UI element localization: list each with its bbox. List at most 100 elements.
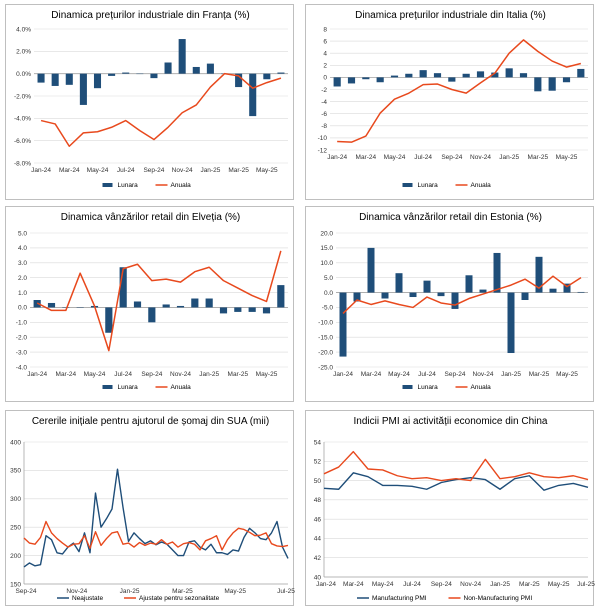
legend-swatch: [402, 385, 413, 389]
bar: [219, 307, 228, 314]
bar: [347, 77, 356, 84]
bar: [493, 252, 501, 293]
x-tick-label: Jul-25: [277, 588, 295, 595]
y-tick-label: 10.0: [320, 260, 333, 267]
bar: [395, 273, 403, 293]
x-tick-label: Mar-25: [228, 167, 249, 174]
legend-label: Manufacturing PMI: [372, 595, 427, 602]
x-tick-label: Mar-24: [59, 167, 80, 174]
bar: [491, 72, 499, 78]
x-tick-label: Jan-24: [27, 371, 47, 378]
bar: [451, 292, 459, 309]
bar: [367, 247, 375, 293]
chart-panel-estonia: Dinamica vânzărilor retail din Estonia (…: [305, 206, 594, 402]
x-tick-label: Mar-24: [56, 371, 77, 378]
y-tick-label: -25.0: [318, 364, 333, 371]
y-tick-label: -2.0%: [14, 93, 31, 100]
y-tick-label: -15.0: [318, 335, 333, 342]
y-tick-label: 2.0: [18, 275, 27, 282]
bar: [47, 302, 56, 308]
bar: [339, 292, 347, 357]
y-tick-label: 3.0: [18, 260, 27, 267]
bar: [262, 307, 271, 314]
chart-us-claims: Cererile inițiale pentru ajutorul de șom…: [10, 416, 295, 602]
y-tick-label: 2.0%: [16, 49, 31, 56]
x-tick-label: Mar-24: [343, 581, 364, 588]
bar: [549, 288, 557, 293]
series-line: [323, 450, 589, 482]
y-tick-label: 4: [323, 51, 327, 58]
bar: [277, 72, 285, 74]
y-tick-label: 2: [323, 63, 327, 70]
x-tick-label: May-24: [84, 371, 106, 378]
y-tick-label: 20.0: [320, 230, 333, 237]
chart-title: Indicii PMI ai activității economice din…: [354, 416, 548, 427]
bar: [51, 73, 59, 86]
x-tick-label: Jan-24: [316, 581, 336, 588]
bar: [162, 304, 170, 308]
x-tick-label: Jan-24: [31, 167, 51, 174]
y-tick-label: -4.0%: [14, 116, 31, 123]
bar: [476, 71, 485, 78]
bar: [65, 73, 73, 85]
bar: [577, 291, 585, 293]
y-tick-label: -3.0: [16, 349, 28, 356]
chart-estonia: Dinamica vânzărilor retail din Estonia (…: [318, 212, 588, 391]
y-tick-label: -6.0%: [14, 138, 31, 145]
bar: [423, 280, 431, 293]
x-tick-label: May-24: [384, 154, 406, 161]
bar: [277, 285, 285, 308]
y-tick-label: -8: [321, 123, 327, 130]
y-tick-label: 150: [10, 581, 21, 588]
bar: [235, 73, 243, 88]
bar: [192, 66, 200, 74]
y-tick-label: -1.0: [16, 320, 28, 327]
x-tick-label: Jul-24: [117, 167, 135, 174]
y-tick-label: -6: [321, 111, 327, 118]
x-tick-label: Mar-25: [529, 371, 550, 378]
y-tick-label: 1.0: [18, 290, 27, 297]
chart-title: Dinamica prețurilor industriale din Fran…: [51, 10, 249, 21]
chart-italy: Dinamica prețurilor industriale din Ital…: [318, 10, 588, 189]
chart-title: Cererile inițiale pentru ajutorul de șom…: [32, 416, 269, 427]
legend-label: Neajustate: [72, 595, 103, 602]
bar: [419, 70, 427, 78]
y-tick-label: 5.0: [324, 275, 333, 282]
bar: [479, 289, 487, 293]
x-tick-label: Mar-25: [172, 588, 193, 595]
y-tick-label: -20.0: [318, 349, 333, 356]
series-line: [36, 250, 282, 352]
bar: [405, 73, 413, 78]
chart-panel-us-claims: Cererile inițiale pentru ajutorul de șom…: [5, 410, 295, 606]
x-tick-label: Sep-24: [143, 167, 164, 174]
x-tick-label: Nov-24: [473, 371, 494, 378]
x-tick-label: Nov-24: [460, 581, 481, 588]
y-tick-label: 54: [314, 439, 322, 446]
x-tick-label: Jan-25: [499, 154, 519, 161]
y-tick-label: 350: [10, 468, 21, 475]
y-tick-label: -12: [318, 147, 328, 154]
bar: [93, 73, 102, 89]
chart-panel-italy: Dinamica prețurilor industriale din Ital…: [305, 4, 594, 200]
x-tick-label: May-25: [556, 371, 578, 378]
x-tick-label: Jan-25: [501, 371, 521, 378]
bar: [507, 292, 515, 354]
bar: [205, 298, 213, 308]
x-tick-label: May-24: [372, 581, 394, 588]
x-tick-label: May-24: [87, 167, 109, 174]
bar: [437, 292, 445, 297]
y-tick-label: 5.0: [18, 230, 27, 237]
chart-panel-france: Dinamica prețurilor industriale din Fran…: [5, 4, 294, 200]
y-tick-label: -5.0: [322, 305, 334, 312]
x-tick-label: Nov-24: [172, 167, 193, 174]
y-tick-label: 46: [314, 516, 322, 523]
bar: [534, 77, 542, 92]
bar: [562, 77, 571, 83]
x-tick-label: Jul-24: [403, 581, 421, 588]
y-tick-label: 0.0: [18, 305, 27, 312]
chart-panel-china-pmi: Indicii PMI ai activității economice din…: [305, 410, 595, 606]
x-tick-label: Sep-24: [141, 371, 162, 378]
bar: [521, 292, 529, 300]
bar: [234, 307, 242, 312]
y-tick-label: 0: [323, 75, 327, 82]
